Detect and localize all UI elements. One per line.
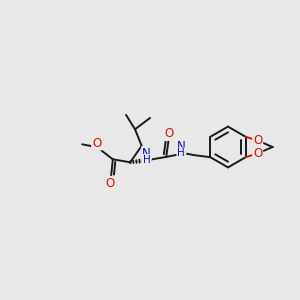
Text: O: O xyxy=(106,177,115,190)
Text: O: O xyxy=(253,134,262,147)
Text: H: H xyxy=(177,148,185,158)
Text: N: N xyxy=(177,140,186,153)
Text: N: N xyxy=(142,147,151,160)
Text: O: O xyxy=(92,136,101,150)
Text: H: H xyxy=(142,155,150,165)
Text: O: O xyxy=(165,127,174,140)
Text: O: O xyxy=(253,147,262,160)
